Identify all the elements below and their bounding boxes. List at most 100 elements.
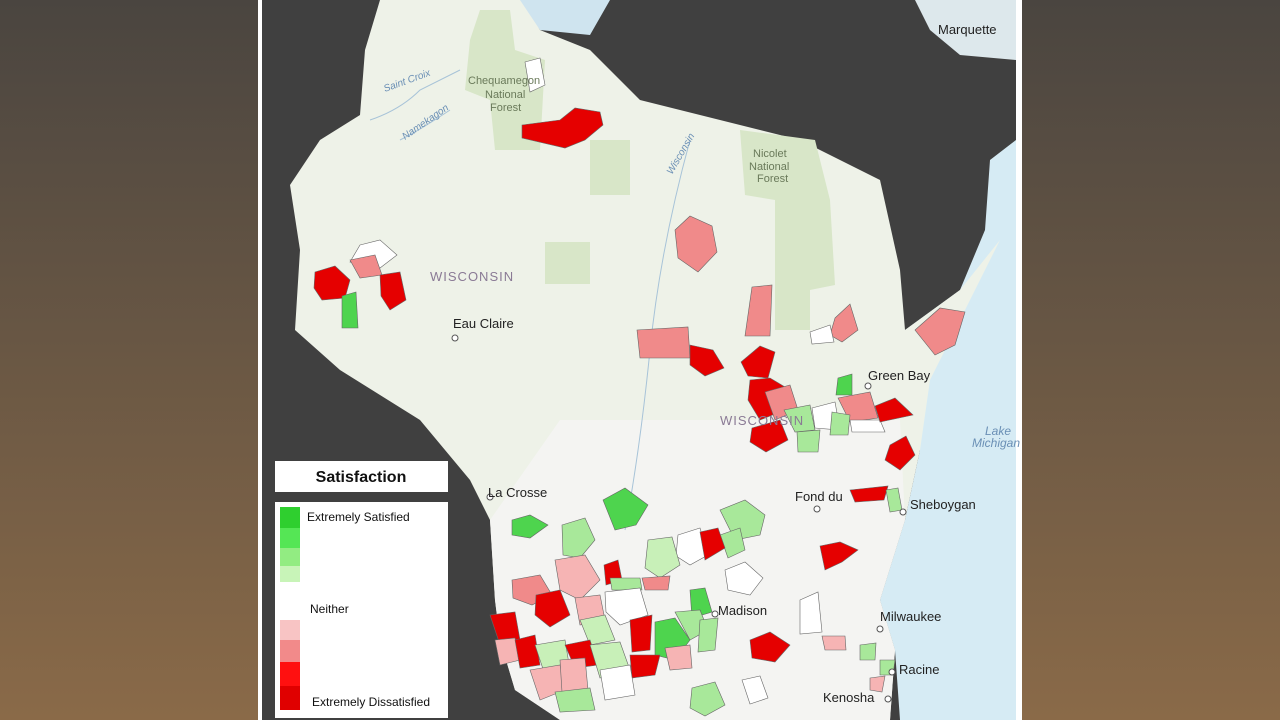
place-label: Kenosha bbox=[823, 690, 875, 705]
region bbox=[821, 635, 847, 651]
state-label: WISCONSIN bbox=[720, 413, 804, 428]
region bbox=[884, 435, 916, 471]
region bbox=[602, 487, 649, 531]
forest bbox=[465, 10, 545, 150]
place-label: Madison bbox=[718, 603, 767, 618]
region bbox=[534, 589, 571, 628]
swatch bbox=[280, 566, 300, 582]
region bbox=[599, 664, 636, 701]
place-label: Fond du bbox=[795, 489, 843, 504]
region bbox=[629, 654, 661, 679]
river bbox=[369, 69, 461, 121]
region bbox=[869, 675, 886, 693]
region bbox=[724, 561, 764, 596]
state-label: WISCONSIN bbox=[430, 269, 514, 284]
place-label: La Crosse bbox=[488, 485, 547, 500]
region bbox=[809, 324, 835, 345]
place-label: Sheboygan bbox=[910, 497, 976, 512]
map: Marquette Saint Croix Namekagon Chequame… bbox=[262, 0, 1020, 720]
region bbox=[636, 326, 691, 359]
legend-label: Extremely Satisfied bbox=[307, 510, 410, 524]
region bbox=[744, 284, 773, 337]
place-label: Green Bay bbox=[868, 368, 931, 383]
region bbox=[835, 373, 853, 396]
region bbox=[609, 577, 643, 591]
region bbox=[749, 631, 791, 663]
region bbox=[641, 575, 671, 591]
region bbox=[664, 644, 693, 671]
city-marker bbox=[813, 505, 821, 513]
region bbox=[859, 642, 877, 661]
place-label: Eau Claire bbox=[453, 316, 514, 331]
river bbox=[399, 109, 451, 141]
lake-label: Michigan bbox=[972, 436, 1020, 450]
region bbox=[341, 291, 359, 329]
forest-label: Nicolet bbox=[753, 148, 787, 160]
region bbox=[796, 429, 821, 453]
region bbox=[699, 527, 726, 561]
region bbox=[741, 675, 769, 705]
forest-label: Forest bbox=[490, 102, 521, 114]
region bbox=[689, 681, 726, 717]
region bbox=[689, 344, 725, 377]
legend-title-box bbox=[275, 461, 448, 492]
city-marker bbox=[876, 625, 884, 633]
swatch bbox=[280, 662, 300, 686]
region bbox=[849, 485, 889, 503]
regions bbox=[313, 57, 966, 717]
legend-title: Satisfaction bbox=[316, 469, 407, 486]
region bbox=[674, 215, 718, 273]
michigan-shore bbox=[915, 0, 1016, 60]
lake-label: Lake bbox=[985, 424, 1011, 438]
forest-label: Forest bbox=[757, 173, 788, 185]
region bbox=[749, 419, 789, 453]
swatch bbox=[280, 620, 300, 640]
region bbox=[740, 345, 776, 379]
region bbox=[521, 107, 604, 149]
backdrop-right bbox=[1022, 0, 1280, 720]
legend-label: Neither bbox=[310, 602, 349, 616]
city-marker bbox=[884, 695, 892, 703]
backdrop-left bbox=[0, 0, 258, 720]
region bbox=[874, 397, 914, 423]
city-marker bbox=[899, 508, 907, 516]
swatch bbox=[280, 686, 300, 710]
forest bbox=[590, 140, 630, 195]
region bbox=[849, 419, 886, 433]
forests bbox=[465, 10, 835, 330]
region bbox=[829, 411, 851, 436]
region bbox=[561, 517, 596, 559]
region bbox=[524, 57, 546, 93]
region bbox=[514, 634, 541, 669]
city-marker bbox=[888, 668, 896, 676]
city-marker bbox=[486, 493, 494, 501]
swatch bbox=[280, 548, 300, 566]
forest-label: National bbox=[485, 89, 525, 101]
legend-box bbox=[275, 502, 448, 718]
forest-label: Chequamegon bbox=[468, 75, 540, 87]
legend: Satisfaction Extremely Satisfied Neither… bbox=[275, 461, 448, 718]
legend-label: Extremely Dissatisfied bbox=[312, 695, 430, 709]
region bbox=[559, 657, 589, 693]
place-label: Milwaukee bbox=[880, 609, 941, 624]
region bbox=[819, 541, 859, 571]
place-label: Racine bbox=[899, 662, 939, 677]
region bbox=[783, 404, 816, 433]
lake-michigan bbox=[880, 140, 1016, 720]
region bbox=[554, 687, 596, 713]
city-marker bbox=[864, 382, 872, 390]
region bbox=[379, 271, 407, 311]
swatch bbox=[280, 640, 300, 662]
region bbox=[579, 614, 616, 646]
region bbox=[799, 591, 823, 635]
region bbox=[914, 307, 966, 356]
region bbox=[719, 527, 746, 559]
forest bbox=[545, 242, 590, 284]
region bbox=[629, 614, 653, 653]
forest-label: National bbox=[749, 161, 789, 173]
city-markers bbox=[451, 334, 907, 703]
region bbox=[644, 536, 681, 579]
place-label: Marquette bbox=[938, 22, 997, 37]
